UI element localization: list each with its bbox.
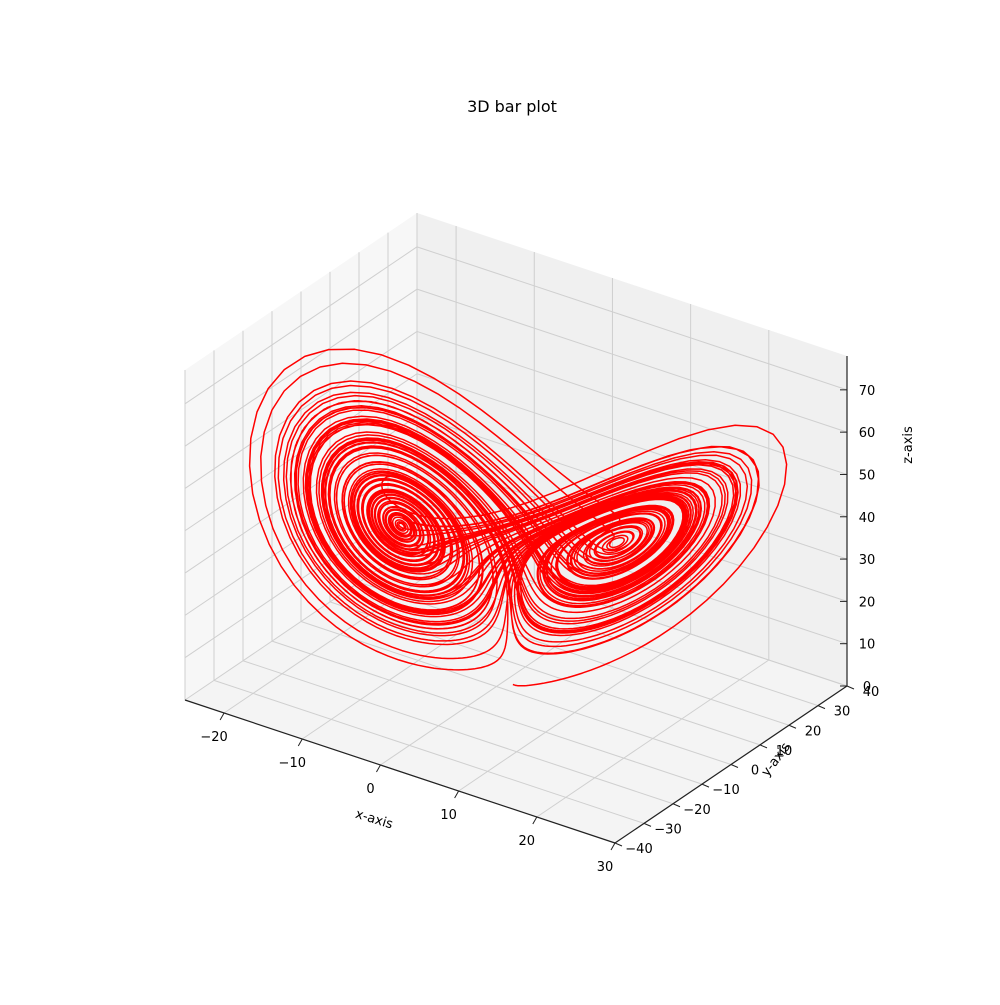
x-axis-label: x-axis bbox=[353, 807, 394, 833]
y-tick-label: −30 bbox=[654, 822, 681, 837]
grid-y-floor bbox=[329, 601, 761, 746]
y-tick-label: 40 bbox=[863, 685, 880, 700]
y-tick-mark bbox=[730, 764, 739, 768]
grid-z-left bbox=[184, 373, 418, 532]
z-tick-label: 20 bbox=[859, 595, 876, 610]
z-axis-label: z-axis bbox=[901, 426, 916, 464]
z-tick-label: 60 bbox=[859, 426, 876, 441]
z-tick-label: 0 bbox=[863, 680, 871, 695]
x-tick-mark bbox=[532, 816, 538, 825]
x-tick-mark bbox=[610, 842, 616, 851]
y-axis-label: y-axis bbox=[759, 740, 794, 780]
x-tick-label: −10 bbox=[279, 756, 306, 771]
z-tick-label: 10 bbox=[859, 638, 876, 653]
x-tick-mark bbox=[219, 712, 225, 721]
y-tick-mark bbox=[643, 822, 652, 827]
grid-y-floor bbox=[213, 679, 645, 824]
y-tick-label: −40 bbox=[625, 842, 652, 857]
y-tick-label: 20 bbox=[805, 724, 822, 739]
y-tick-mark bbox=[614, 842, 623, 847]
grid-z-left bbox=[184, 288, 418, 447]
grid-y-floor bbox=[271, 640, 703, 785]
grid-z-left bbox=[184, 331, 418, 489]
x-tick-label: 10 bbox=[440, 808, 457, 823]
y-tick-label: −20 bbox=[683, 803, 710, 818]
grid-y-floor bbox=[300, 621, 732, 765]
x-axis-line bbox=[184, 699, 616, 844]
z-tick-label: 50 bbox=[859, 468, 876, 483]
x-tick-label: 20 bbox=[519, 834, 536, 849]
y-tick-mark bbox=[788, 724, 797, 729]
y-tick-label: 0 bbox=[751, 764, 759, 779]
y-tick-mark bbox=[817, 705, 826, 710]
grid-z-back bbox=[416, 373, 848, 518]
y-tick-label: 30 bbox=[834, 705, 851, 720]
back-pane bbox=[417, 213, 847, 686]
grid-z-back bbox=[416, 457, 848, 602]
lorenz-trajectory-line bbox=[248, 348, 788, 687]
y-tick-label: −10 bbox=[712, 783, 739, 798]
grid-y-floor bbox=[242, 660, 674, 805]
grid-y-floor bbox=[358, 581, 790, 726]
grid-z-back bbox=[416, 288, 848, 433]
y-tick-mark bbox=[672, 803, 681, 808]
x-tick-label: 30 bbox=[597, 860, 614, 875]
grid-z-back bbox=[416, 330, 848, 475]
y-tick-mark bbox=[759, 744, 768, 749]
x-tick-mark bbox=[454, 790, 460, 799]
grid-z-back bbox=[416, 246, 848, 391]
x-tick-mark bbox=[376, 764, 381, 773]
trajectory-group bbox=[248, 348, 788, 687]
y-tick-mark bbox=[701, 783, 710, 788]
x-tick-label: 0 bbox=[366, 782, 374, 797]
z-tick-label: 30 bbox=[859, 553, 876, 568]
x-tick-label: −20 bbox=[200, 730, 227, 745]
z-tick-label: 70 bbox=[859, 384, 876, 399]
x-tick-mark bbox=[297, 738, 303, 747]
chart-title: 3D bar plot bbox=[467, 97, 557, 116]
z-tick-label: 40 bbox=[859, 511, 876, 526]
y-tick-label: 10 bbox=[776, 744, 793, 759]
y-tick-mark bbox=[846, 685, 855, 690]
tick-labels: −20−100102030−40−30−20−10010203040010203… bbox=[200, 384, 879, 875]
grid-z-left bbox=[184, 246, 418, 405]
